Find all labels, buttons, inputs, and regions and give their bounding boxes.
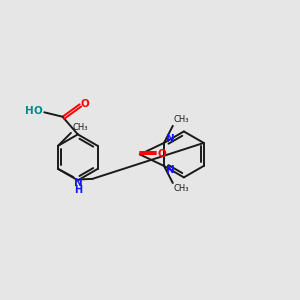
Text: N: N	[166, 165, 175, 175]
Text: O: O	[158, 149, 166, 159]
Text: O: O	[33, 106, 42, 116]
Text: O: O	[81, 99, 90, 109]
Text: N: N	[166, 134, 175, 144]
Text: H: H	[74, 185, 83, 195]
Text: N: N	[74, 178, 83, 188]
Text: CH₃: CH₃	[72, 123, 88, 132]
Text: CH₃: CH₃	[174, 116, 190, 124]
Text: H: H	[25, 106, 33, 116]
Text: CH₃: CH₃	[174, 184, 190, 194]
